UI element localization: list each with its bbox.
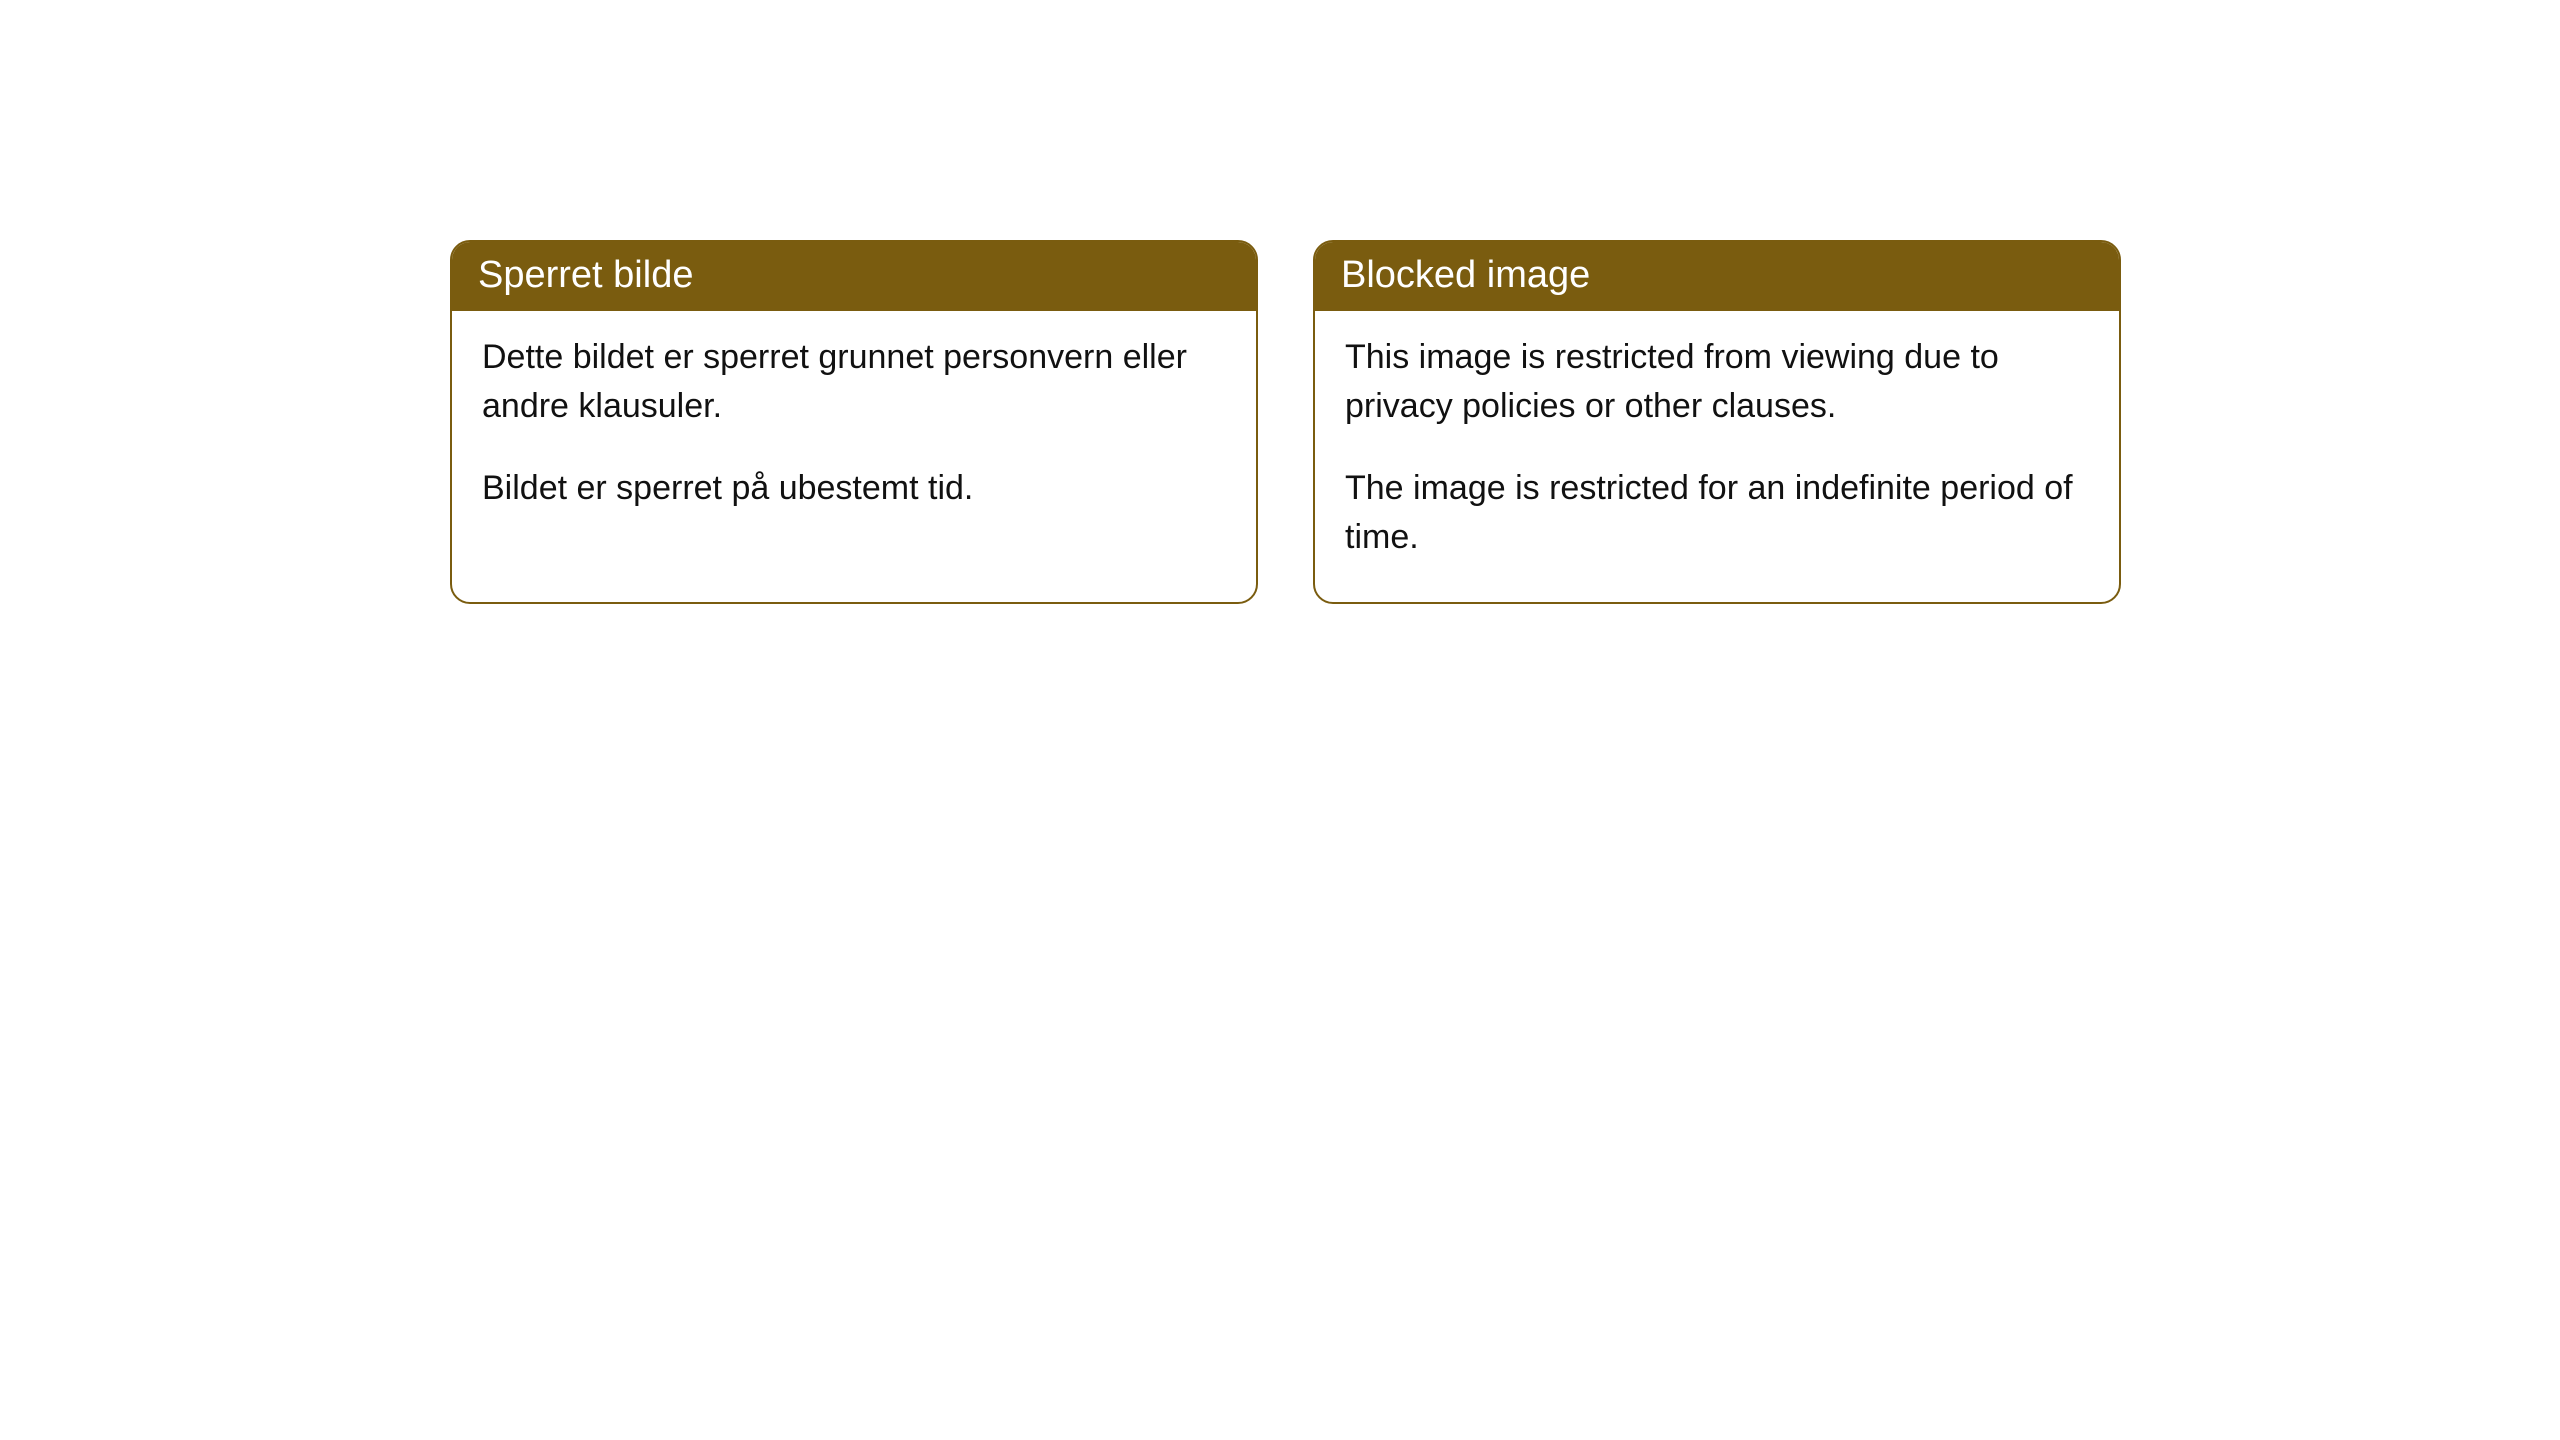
notice-cards-container: Sperret bilde Dette bildet er sperret gr… <box>0 0 2560 604</box>
notice-card-norwegian: Sperret bilde Dette bildet er sperret gr… <box>450 240 1258 604</box>
card-paragraph: Dette bildet er sperret grunnet personve… <box>482 333 1226 432</box>
card-paragraph: Bildet er sperret på ubestemt tid. <box>482 464 1226 513</box>
card-header: Blocked image <box>1315 242 2119 311</box>
notice-card-english: Blocked image This image is restricted f… <box>1313 240 2121 604</box>
card-body: This image is restricted from viewing du… <box>1315 311 2119 602</box>
card-header: Sperret bilde <box>452 242 1256 311</box>
card-paragraph: This image is restricted from viewing du… <box>1345 333 2089 432</box>
card-body: Dette bildet er sperret grunnet personve… <box>452 311 1256 553</box>
card-paragraph: The image is restricted for an indefinit… <box>1345 464 2089 563</box>
